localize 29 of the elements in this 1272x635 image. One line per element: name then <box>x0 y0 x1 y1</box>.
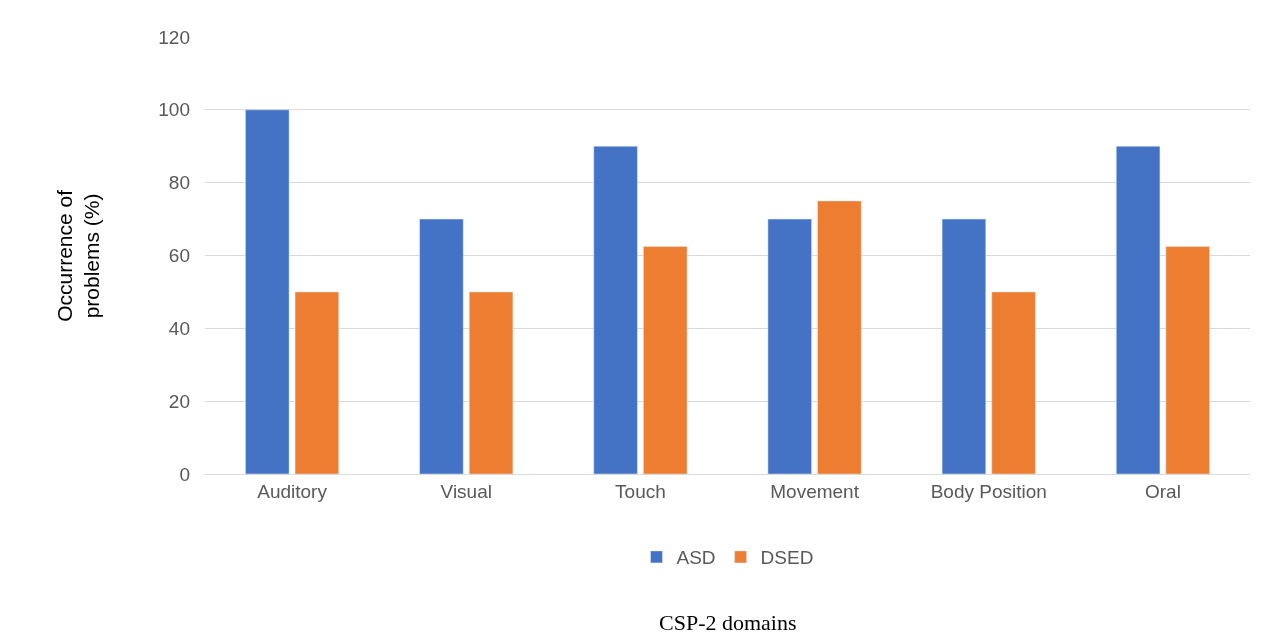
bar <box>468 291 514 474</box>
bar <box>817 200 862 474</box>
y-tick-label: 20 <box>168 390 190 412</box>
y-tick-label: 120 <box>158 26 190 48</box>
bar <box>941 218 987 474</box>
bar <box>419 218 464 474</box>
x-tick-label: Visual <box>440 480 492 502</box>
legend-label: DSED <box>760 547 814 569</box>
bar <box>1116 146 1161 474</box>
x-axis-title: CSP-2 domains <box>659 610 797 635</box>
y-tick-label: 60 <box>168 245 190 267</box>
y-tick-label: 40 <box>168 317 190 339</box>
bar <box>767 218 812 474</box>
y-tick-label: 100 <box>158 99 190 121</box>
bar <box>643 246 688 474</box>
x-tick-label: Touch <box>615 480 666 502</box>
legend-label: ASD <box>676 547 716 569</box>
bar <box>245 109 290 474</box>
x-tick-label: Movement <box>770 480 860 502</box>
y-tick-label: 0 <box>179 463 190 485</box>
bar <box>991 291 1036 474</box>
y-axis-title: Occurrence of problems (%) <box>52 189 104 322</box>
bar <box>294 291 339 474</box>
x-tick-label: Oral <box>1144 480 1181 502</box>
bar <box>593 146 638 474</box>
x-tick-label: Body Position <box>930 480 1047 502</box>
y-tick-label: 80 <box>168 172 190 194</box>
bar <box>1165 246 1210 474</box>
x-tick-label: Auditory <box>257 480 328 502</box>
